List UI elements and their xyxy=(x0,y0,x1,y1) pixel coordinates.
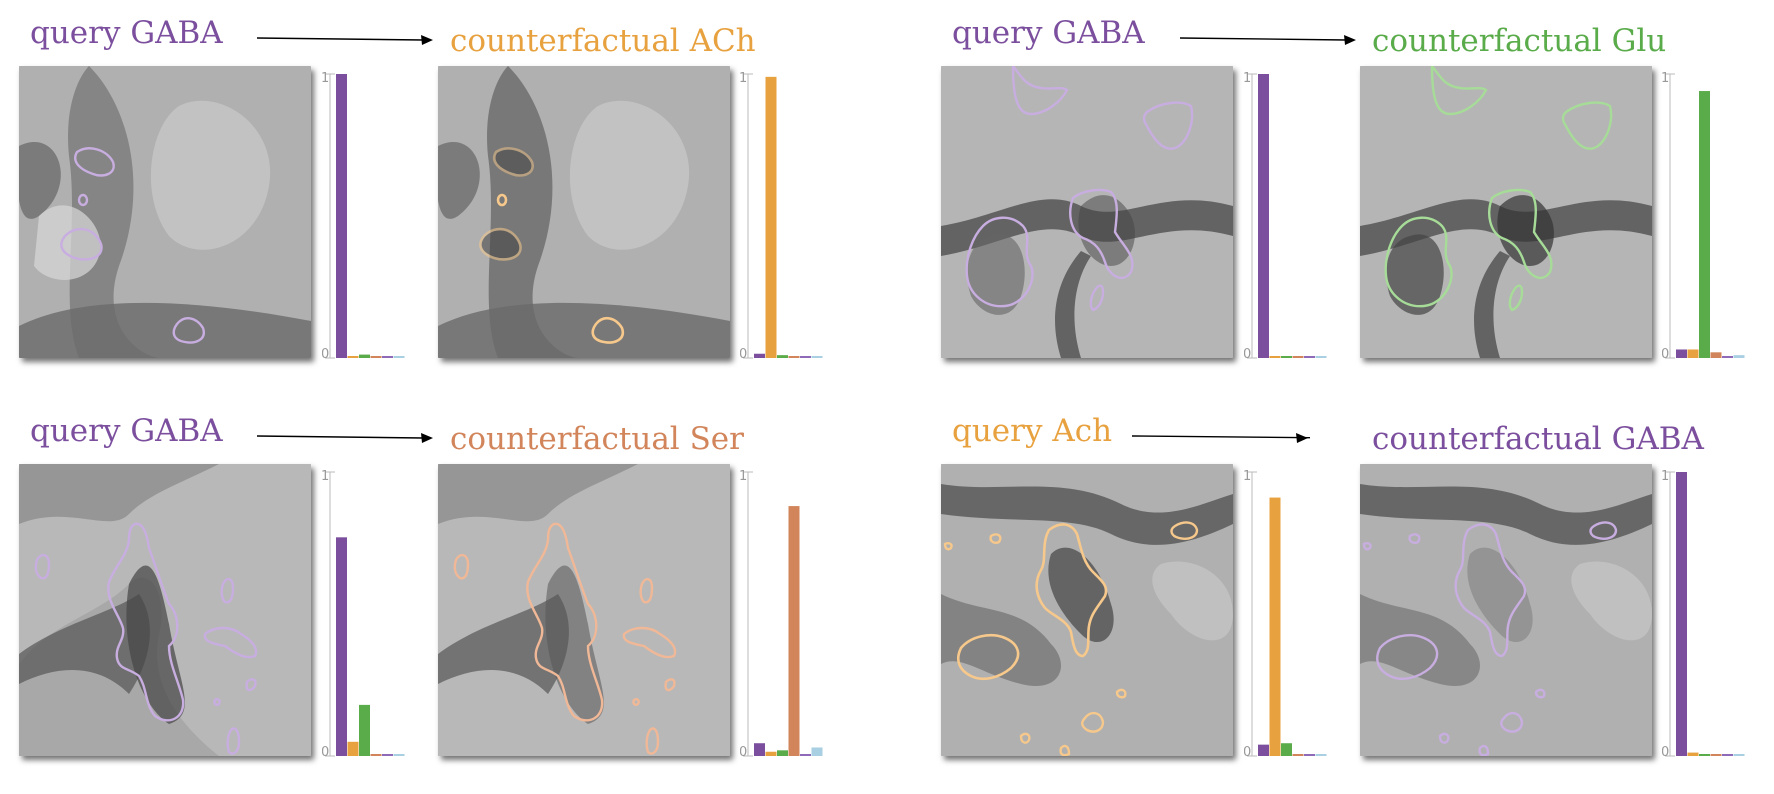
counterfactual-label: counterfactual Glu xyxy=(1372,23,1667,59)
bar xyxy=(336,537,347,756)
arrow-icon xyxy=(1131,433,1310,443)
counterfactual-image xyxy=(1360,66,1652,358)
axis-top-label: 1 xyxy=(740,71,747,86)
counterfactual-image xyxy=(438,66,730,358)
bar xyxy=(1292,356,1304,358)
axis-bottom-label: 0 xyxy=(322,347,329,362)
bar xyxy=(1269,497,1281,756)
bar xyxy=(800,356,811,358)
bar xyxy=(754,353,765,358)
bar xyxy=(1722,754,1733,756)
bar xyxy=(777,750,788,756)
query-label: query Ach xyxy=(952,413,1113,449)
query-image xyxy=(19,464,311,756)
axis-bottom-label: 0 xyxy=(740,745,747,760)
counterfactual-bar-chart: 1 0 xyxy=(1662,469,1745,760)
axis-top-label: 1 xyxy=(1662,71,1669,86)
bar xyxy=(1676,349,1687,358)
bar xyxy=(1304,356,1315,358)
bar xyxy=(359,354,370,358)
axis-bottom-label: 0 xyxy=(1244,347,1251,362)
bar xyxy=(1269,356,1281,358)
arrow-icon xyxy=(256,433,433,443)
bar xyxy=(777,355,788,358)
bar xyxy=(370,754,382,756)
bar xyxy=(754,743,765,756)
bar xyxy=(788,356,800,358)
counterfactual-label: counterfactual ACh xyxy=(450,23,756,59)
bar xyxy=(1710,352,1722,358)
query-label: query GABA xyxy=(30,413,223,449)
bar xyxy=(382,356,393,358)
query-image xyxy=(19,66,311,358)
axis-bottom-label: 0 xyxy=(322,745,329,760)
bar xyxy=(788,506,800,756)
axis-top-label: 1 xyxy=(740,469,747,484)
bar xyxy=(765,751,777,756)
axis-top-label: 1 xyxy=(322,71,329,86)
query-label: query GABA xyxy=(952,15,1145,51)
axis-top-label: 1 xyxy=(1244,469,1251,484)
bar xyxy=(347,356,359,358)
arrow-icon xyxy=(1179,35,1356,45)
query-bar-chart: 1 0 xyxy=(1244,469,1327,760)
counterfactual-image xyxy=(1360,464,1652,756)
bar xyxy=(1281,743,1292,756)
bar xyxy=(1722,356,1733,358)
query-bar-chart: 1 0 xyxy=(322,469,405,760)
axis-top-label: 1 xyxy=(1662,469,1669,484)
bar xyxy=(1710,754,1722,756)
query-bar-chart: 1 0 xyxy=(322,71,405,362)
bar xyxy=(1315,356,1327,358)
query-label: query GABA xyxy=(30,15,223,51)
bar xyxy=(1258,744,1269,756)
bar xyxy=(393,356,405,358)
query-image xyxy=(941,464,1233,756)
bar xyxy=(393,754,405,756)
bar xyxy=(1676,472,1687,756)
bar xyxy=(1699,91,1710,358)
arrow-icon xyxy=(256,35,433,45)
bar xyxy=(800,754,811,756)
query-image xyxy=(941,66,1233,358)
counterfactual-label: counterfactual Ser xyxy=(450,421,744,457)
bar xyxy=(370,356,382,358)
axis-bottom-label: 0 xyxy=(1662,745,1669,760)
counterfactual-bar-chart: 1 0 xyxy=(740,71,823,362)
axis-bottom-label: 0 xyxy=(740,347,747,362)
axis-top-label: 1 xyxy=(1244,71,1251,86)
axis-top-label: 1 xyxy=(322,469,329,484)
axis-bottom-label: 0 xyxy=(1662,347,1669,362)
bar xyxy=(1258,74,1269,358)
bar xyxy=(382,754,393,756)
bar xyxy=(1687,349,1699,358)
bar xyxy=(359,704,370,756)
counterfactual-label: counterfactual GABA xyxy=(1372,421,1704,457)
bar xyxy=(1281,356,1292,358)
axis-bottom-label: 0 xyxy=(1244,745,1251,760)
counterfactual-image xyxy=(438,464,730,756)
bar xyxy=(1699,754,1710,756)
bar xyxy=(1292,754,1304,756)
bar xyxy=(336,74,347,358)
bar xyxy=(1733,355,1745,358)
bar xyxy=(1687,752,1699,756)
counterfactual-bar-chart: 1 0 xyxy=(1662,71,1745,362)
counterfactual-bar-chart: 1 0 xyxy=(740,469,823,760)
bar xyxy=(765,76,777,358)
bar xyxy=(811,747,823,756)
bar xyxy=(1315,754,1327,756)
query-bar-chart: 1 0 xyxy=(1244,71,1327,362)
bar xyxy=(1304,754,1315,756)
bar xyxy=(347,741,359,756)
bar xyxy=(811,356,823,358)
bar xyxy=(1733,754,1745,756)
